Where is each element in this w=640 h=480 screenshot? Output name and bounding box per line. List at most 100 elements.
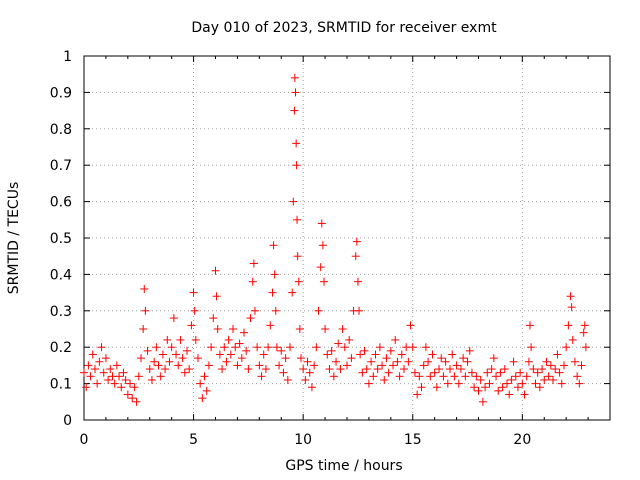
data-point-marker xyxy=(147,375,156,384)
data-point-marker xyxy=(371,350,380,359)
data-point-marker xyxy=(235,339,244,348)
data-point-marker xyxy=(426,372,435,381)
data-point-marker xyxy=(459,354,468,363)
x-tick-label: 20 xyxy=(513,432,531,448)
data-point-marker xyxy=(336,365,345,374)
data-point-marker xyxy=(334,339,343,348)
data-point-marker xyxy=(121,375,130,384)
data-point-marker xyxy=(520,390,529,399)
data-point-marker xyxy=(570,357,579,366)
data-point-marker xyxy=(132,397,141,406)
data-point-marker xyxy=(269,241,278,250)
x-tick-label: 5 xyxy=(189,432,198,448)
data-point-marker xyxy=(465,346,474,355)
data-point-marker xyxy=(178,354,187,363)
data-point-marker xyxy=(140,284,149,293)
data-point-marker xyxy=(143,346,152,355)
data-point-marker xyxy=(406,321,415,330)
data-point-marker xyxy=(281,354,290,363)
data-point-marker xyxy=(513,383,522,392)
data-point-marker xyxy=(106,365,115,374)
data-point-marker xyxy=(176,335,185,344)
data-point-marker xyxy=(369,372,378,381)
data-point-marker xyxy=(295,325,304,333)
data-point-marker xyxy=(290,73,299,82)
data-point-marker xyxy=(384,368,393,377)
data-point-marker xyxy=(546,361,555,370)
data-point-marker xyxy=(272,343,281,352)
data-point-marker xyxy=(478,397,487,406)
data-point-marker xyxy=(187,321,196,330)
data-point-marker xyxy=(266,321,275,330)
data-point-marker xyxy=(318,241,327,250)
data-point-marker xyxy=(97,343,106,352)
data-point-marker xyxy=(507,375,516,384)
data-point-marker xyxy=(502,379,511,388)
data-point-marker xyxy=(222,357,231,366)
data-point-marker xyxy=(421,343,430,352)
data-point-marker xyxy=(553,350,562,359)
data-point-marker xyxy=(253,343,262,352)
data-point-marker xyxy=(296,354,305,363)
data-point-marker xyxy=(248,277,257,286)
data-point-marker xyxy=(152,343,161,352)
data-point-marker xyxy=(435,365,444,374)
data-point-marker xyxy=(430,368,439,377)
data-point-marker xyxy=(301,375,310,384)
data-point-marker xyxy=(215,350,224,359)
data-point-marker xyxy=(408,343,417,352)
y-tick-label: 0.1 xyxy=(50,377,72,393)
data-point-marker xyxy=(303,357,312,366)
data-point-marker xyxy=(255,361,264,370)
data-point-marker xyxy=(463,357,472,366)
data-point-marker xyxy=(307,383,316,392)
data-point-marker xyxy=(319,277,328,286)
data-point-marker xyxy=(338,325,347,333)
data-point-marker xyxy=(544,372,553,381)
data-point-marker xyxy=(130,383,139,392)
data-point-marker xyxy=(524,357,533,366)
data-point-marker xyxy=(224,335,233,344)
data-point-marker xyxy=(395,372,404,381)
data-point-marker xyxy=(323,350,332,359)
data-point-marker xyxy=(289,197,298,206)
data-point-marker xyxy=(505,390,514,399)
data-point-marker xyxy=(185,365,194,374)
data-point-marker xyxy=(104,375,113,384)
data-point-marker xyxy=(450,372,459,381)
data-point-marker xyxy=(347,354,356,363)
data-point-marker xyxy=(391,335,400,344)
data-point-marker xyxy=(213,325,222,333)
data-points xyxy=(80,73,590,406)
data-point-marker xyxy=(417,383,426,392)
data-point-marker xyxy=(535,383,544,392)
data-point-marker xyxy=(332,357,341,366)
data-point-marker xyxy=(293,252,302,261)
data-point-marker xyxy=(293,215,302,224)
data-point-marker xyxy=(441,357,450,366)
y-tick-label: 0.5 xyxy=(50,231,72,247)
data-point-marker xyxy=(415,372,424,381)
data-point-marker xyxy=(404,357,413,366)
y-tick-label: 0.4 xyxy=(50,267,72,283)
data-point-marker xyxy=(509,357,518,366)
data-point-marker xyxy=(555,368,564,377)
data-point-marker xyxy=(375,343,384,352)
data-point-marker xyxy=(115,372,124,381)
x-tick-label: 0 xyxy=(80,432,89,448)
data-point-marker xyxy=(496,368,505,377)
data-point-marker xyxy=(99,368,108,377)
data-point-marker xyxy=(437,354,446,363)
data-point-marker xyxy=(123,390,132,399)
data-point-marker xyxy=(288,288,297,297)
data-point-marker xyxy=(456,365,465,374)
data-point-marker xyxy=(196,379,205,388)
data-point-marker xyxy=(562,343,571,352)
data-point-marker xyxy=(527,343,536,352)
data-point-marker xyxy=(452,361,461,370)
data-point-marker xyxy=(202,386,211,395)
data-point-marker xyxy=(139,325,148,333)
y-tick-label: 0.2 xyxy=(50,340,72,356)
data-point-marker xyxy=(476,375,485,384)
y-tick-label: 0.6 xyxy=(50,195,72,211)
